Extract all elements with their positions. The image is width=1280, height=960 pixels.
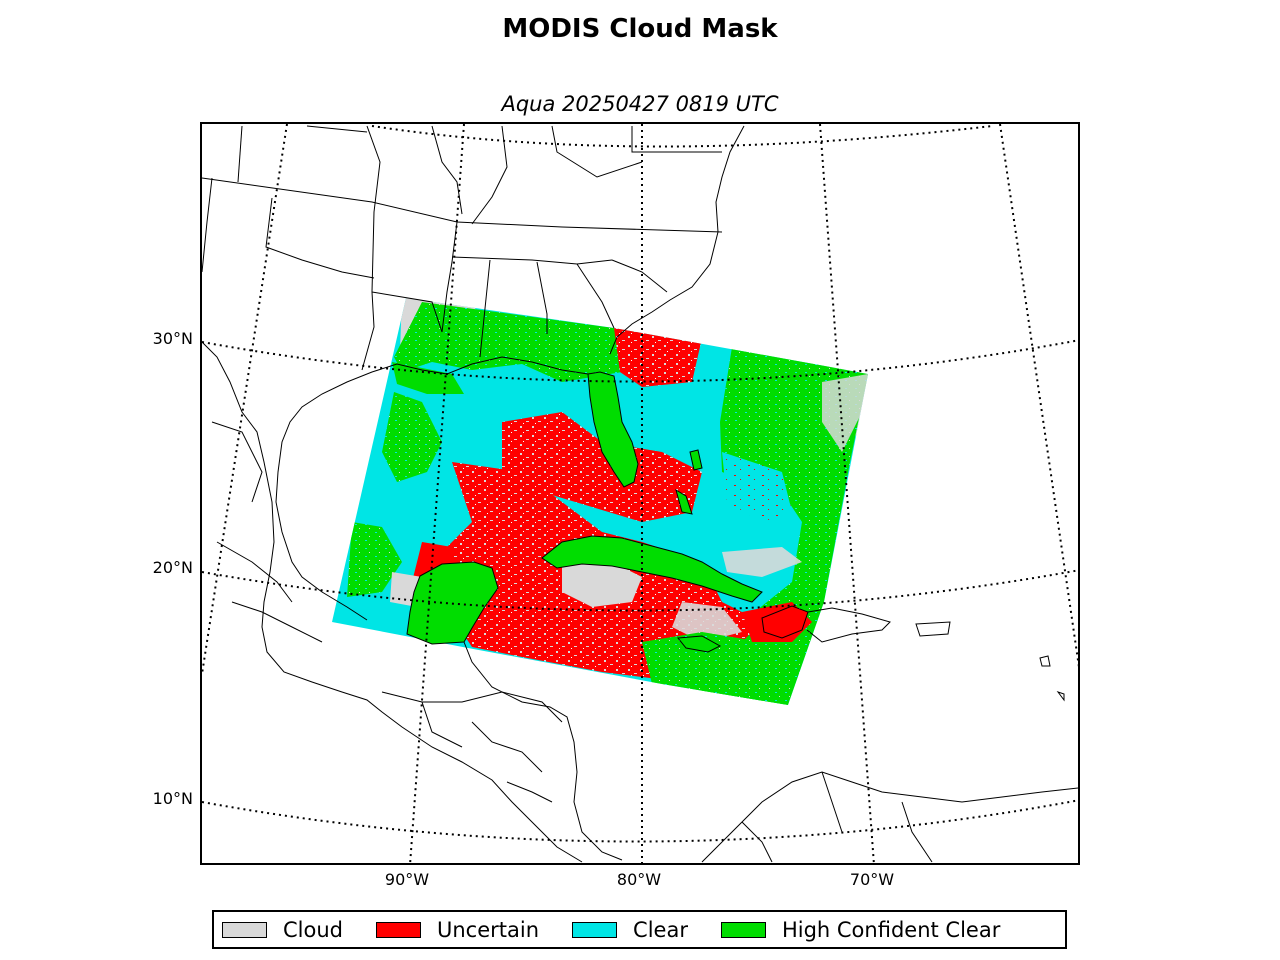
legend-label-high-confident-clear: High Confident Clear: [781, 917, 1001, 942]
legend-item-clear: Clear: [572, 918, 688, 942]
legend-item-high-confident-clear: High Confident Clear: [720, 917, 1001, 942]
page-title: MODIS Cloud Mask: [502, 14, 778, 44]
legend-label-cloud: Cloud: [283, 917, 343, 942]
map-panel: [200, 122, 1080, 865]
lat-label-10n: 10°N: [152, 789, 193, 808]
lat-label-20n: 20°N: [152, 558, 193, 577]
political-borders: [202, 125, 933, 863]
lon-label-80w: 80°W: [616, 870, 662, 889]
graticule: [202, 124, 1078, 863]
legend-item-uncertain: Uncertain: [376, 918, 539, 942]
lat-label-30n: 30°N: [152, 329, 193, 348]
legend-item-cloud: Cloud: [222, 918, 343, 942]
legend-swatch-clear: [572, 921, 618, 938]
legend-swatch-uncertain: [376, 921, 421, 938]
legend-swatch-high-confident-clear: [720, 921, 766, 938]
cloud-mask-swath: [332, 298, 868, 705]
legend-swatch-cloud: [222, 921, 267, 938]
legend: Cloud Uncertain Clear High Confident Cle…: [212, 910, 1067, 949]
legend-label-uncertain: Uncertain: [437, 917, 540, 942]
legend-label-clear: Clear: [633, 917, 688, 942]
map-subtitle: Aqua 20250427 0819 UTC: [501, 92, 779, 116]
lon-label-90w: 90°W: [384, 870, 430, 889]
lon-label-70w: 70°W: [849, 870, 895, 889]
